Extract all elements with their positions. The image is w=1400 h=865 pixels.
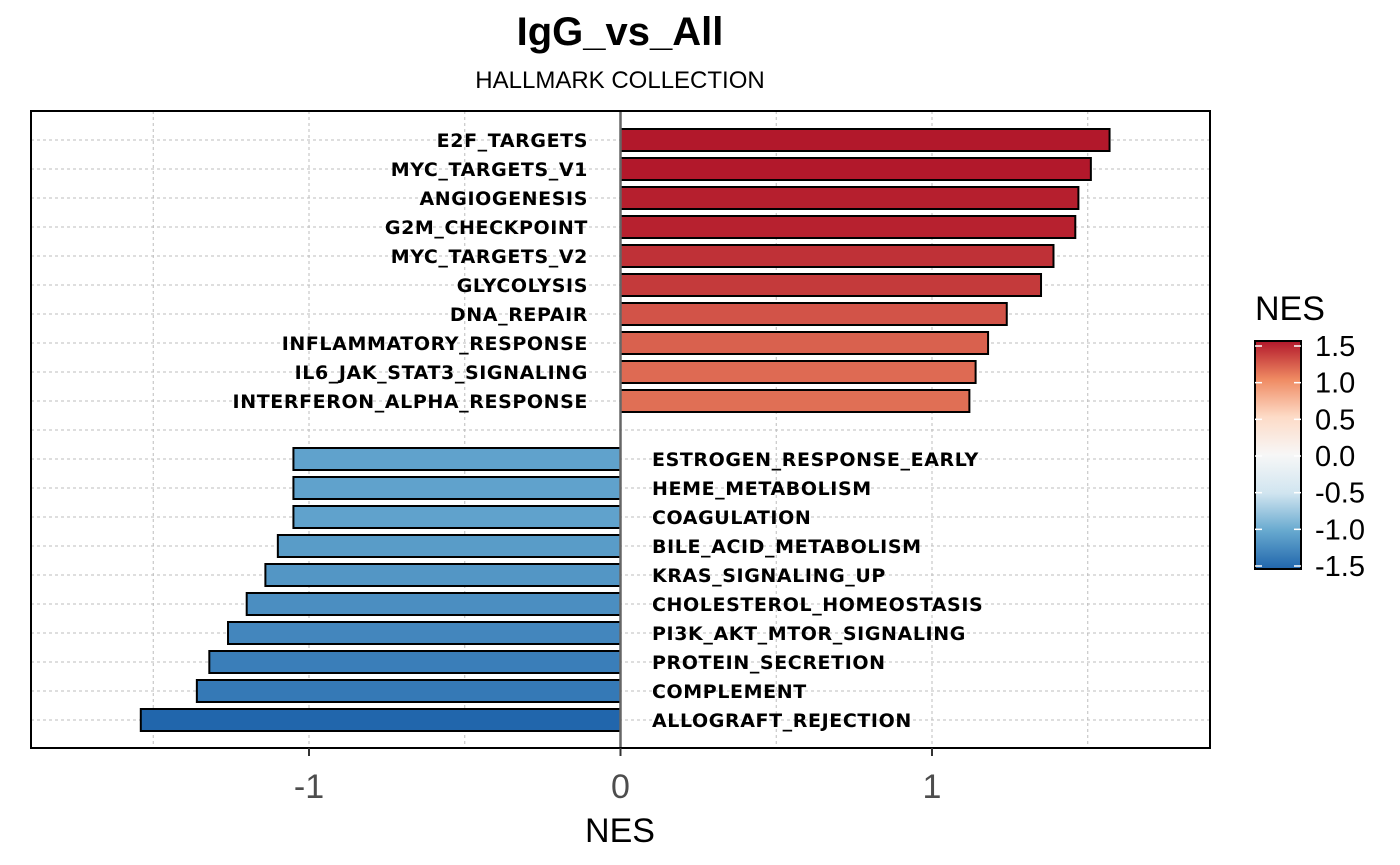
bar-category-label: MYC_TARGETS_V2 [391, 246, 588, 268]
legend-tick-label: -1.0 [1315, 514, 1365, 546]
legend-tick-label: -1.5 [1315, 551, 1365, 583]
bar-category-label: G2M_CHECKPOINT [385, 217, 588, 239]
bar-category-label: PI3K_AKT_MTOR_SIGNALING [652, 623, 966, 645]
bar-category-label: MYC_TARGETS_V1 [391, 159, 588, 181]
legend-tick-label: 1.5 [1315, 331, 1355, 363]
bar [619, 128, 1111, 152]
bar [292, 505, 622, 529]
bar [619, 302, 1008, 326]
bar [619, 331, 990, 355]
x-axis-title: NES [585, 812, 655, 850]
bar-category-label: PROTEIN_SECRETION [652, 652, 886, 674]
bar-category-label: CHOLESTEROL_HOMEOSTASIS [652, 594, 983, 616]
bar-category-label: ALLOGRAFT_REJECTION [652, 710, 912, 732]
bar [292, 476, 622, 500]
bar [619, 215, 1077, 239]
bar-category-label: INTERFERON_ALPHA_RESPONSE [233, 391, 588, 413]
bar-category-label: COMPLEMENT [652, 681, 807, 703]
bar [245, 592, 622, 616]
legend-tick-label: 0.5 [1315, 404, 1355, 436]
bar [276, 534, 622, 558]
bar [619, 389, 971, 413]
legend-tick-label: -0.5 [1315, 478, 1365, 510]
x-axis: -1 0 1 [294, 748, 942, 806]
bar-series [139, 111, 1111, 748]
bar [619, 244, 1055, 268]
bar [227, 621, 622, 645]
bar-category-label: KRAS_SIGNALING_UP [652, 565, 886, 587]
bar-category-label: E2F_TARGETS [437, 130, 588, 152]
bar [619, 186, 1080, 210]
bar [208, 650, 622, 674]
bar [139, 708, 622, 732]
legend-tick-label: 1.0 [1315, 368, 1355, 400]
color-legend: NES 1.5 1.0 0.5 0.0 -0.5 -1.0 -1.5 [1254, 290, 1365, 583]
bar-category-label: INFLAMMATORY_RESPONSE [282, 333, 588, 355]
bar-category-label: BILE_ACID_METABOLISM [652, 536, 922, 558]
bar [292, 447, 622, 471]
bar-category-label: COAGULATION [652, 507, 811, 529]
category-labels: E2F_TARGETS MYC_TARGETS_V1 ANGIOGENESIS G2M… [233, 130, 983, 732]
x-tick-label: 0 [611, 768, 630, 806]
bar-category-label: HEME_METABOLISM [652, 478, 872, 500]
bar-category-label: DNA_REPAIR [450, 304, 588, 326]
legend-tick-label: 0.0 [1315, 441, 1355, 473]
chart-title: IgG_vs_All [517, 10, 724, 54]
bar-category-label: ANGIOGENESIS [419, 188, 588, 210]
bar [619, 273, 1043, 297]
bar-category-label: ESTROGEN_RESPONSE_EARLY [652, 449, 979, 471]
x-tick-label: 1 [923, 768, 942, 806]
legend-title: NES [1255, 290, 1325, 328]
x-tick-label: -1 [294, 768, 324, 806]
bar [619, 157, 1092, 181]
bar [619, 360, 977, 384]
bar [264, 563, 622, 587]
bar-category-label: GLYCOLYSIS [457, 275, 588, 297]
chart-subtitle: HALLMARK COLLECTION [475, 67, 764, 94]
legend-colorbar [1254, 340, 1302, 570]
bar [195, 679, 622, 703]
bar-category-label: IL6_JAK_STAT3_SIGNALING [295, 362, 588, 384]
